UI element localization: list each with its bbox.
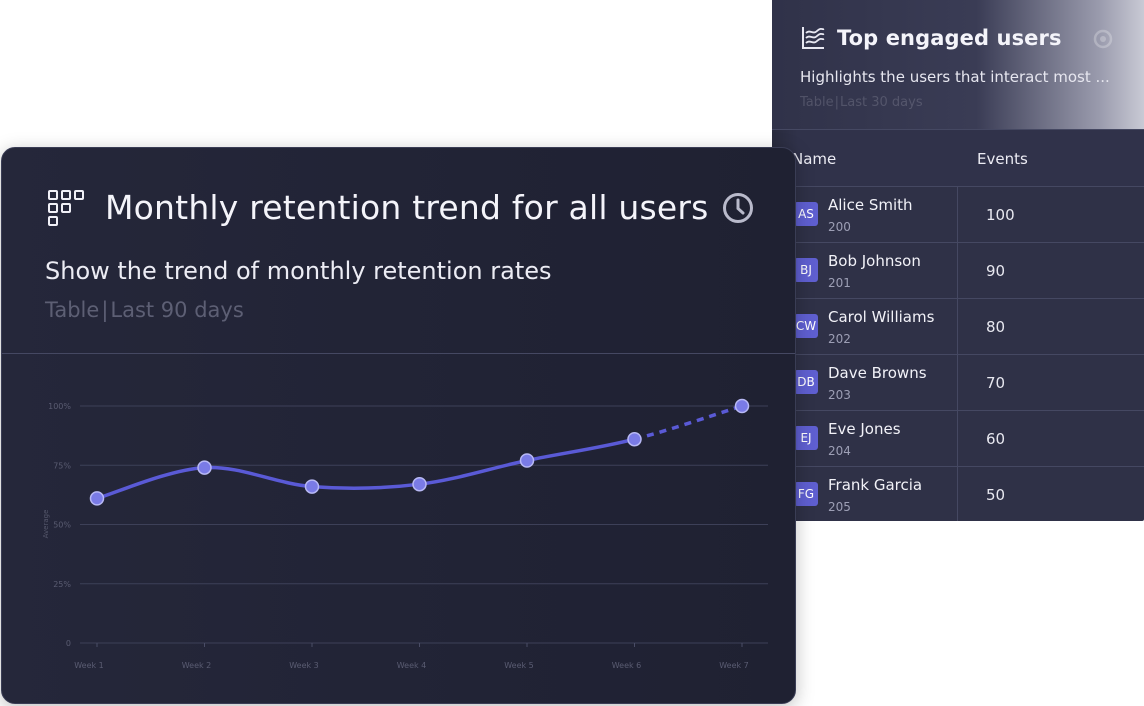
x-tick-label: Week 1 (74, 661, 104, 670)
user-events: 60 (986, 430, 1006, 448)
table-row[interactable]: FG Frank Garcia 205 50 (772, 467, 1144, 521)
user-name: Dave Browns (828, 364, 927, 382)
users-card-header: Top engaged users Highlights the users t… (772, 0, 1144, 130)
table-row[interactable]: AS Alice Smith 200 100 (772, 187, 1144, 243)
card-type: Table (45, 298, 100, 322)
avatar: AS (794, 202, 818, 226)
user-id: 205 (828, 500, 851, 514)
top-engaged-users-card: Top engaged users Highlights the users t… (772, 0, 1144, 521)
data-point (412, 476, 427, 492)
user-events: 100 (986, 206, 1015, 224)
avatar: EJ (794, 426, 818, 450)
table-row[interactable]: DB Dave Browns 203 70 (772, 355, 1144, 411)
grid-apps-icon (48, 190, 84, 226)
user-name: Alice Smith (828, 196, 913, 214)
user-id: 200 (828, 220, 851, 234)
data-point (304, 479, 320, 494)
users-card-type: Table (800, 95, 834, 110)
avatar: FG (794, 482, 818, 506)
card-divider (2, 353, 795, 354)
y-tick-label: 100% (48, 402, 71, 411)
x-tick-label: Week 3 (289, 661, 319, 670)
users-card-title: Top engaged users (837, 26, 1062, 50)
y-tick-label: 25% (53, 580, 71, 589)
user-name: Eve Jones (828, 420, 901, 438)
users-card-meta: Table|Last 30 days (800, 95, 923, 110)
table-row[interactable]: BJ Bob Johnson 201 90 (772, 243, 1144, 299)
avatar: BJ (794, 258, 818, 282)
data-point (197, 460, 212, 475)
avatar: CW (794, 314, 818, 338)
card-range: Last 90 days (110, 298, 244, 322)
retention-line-chart: 0 25% 50% 75% 100% Average Week 1 Week 2 Week 3 W… (42, 398, 768, 670)
users-card-range: Last 30 days (840, 95, 923, 110)
users-card-description: Highlights the users that interact most … (800, 68, 1110, 86)
card-description: Show the trend of monthly retention rate… (45, 257, 552, 285)
x-tick-label: Week 2 (182, 661, 212, 670)
meta-separator: | (834, 95, 840, 110)
card-meta: Table|Last 90 days (45, 298, 244, 322)
user-name: Bob Johnson (828, 252, 921, 270)
monthly-retention-card: Monthly retention trend for all users Sh… (1, 147, 796, 704)
column-divider (957, 467, 958, 521)
column-divider (957, 243, 958, 298)
x-tick-label: Week 5 (504, 661, 534, 670)
y-tick-label: 0 (66, 639, 71, 648)
column-header-name[interactable]: Name (792, 150, 837, 168)
data-point (734, 398, 750, 414)
table-row[interactable]: CW Carol Williams 202 80 (772, 299, 1144, 355)
avatar: DB (794, 370, 818, 394)
user-name: Carol Williams (828, 308, 935, 326)
series-line-projected (634, 404, 743, 441)
data-point (519, 453, 535, 468)
user-name: Frank Garcia (828, 476, 923, 494)
user-events: 80 (986, 318, 1006, 336)
series-line (95, 437, 637, 501)
y-axis-label: Average (42, 510, 50, 539)
column-divider (957, 187, 958, 242)
column-header-events[interactable]: Events (977, 150, 1028, 168)
users-table-header: Name Events (772, 130, 1144, 187)
x-tick-label: Week 4 (397, 661, 427, 670)
area-chart-icon (802, 27, 825, 49)
table-row[interactable]: EJ Eve Jones 204 60 (772, 411, 1144, 467)
data-point (89, 491, 105, 506)
card-title: Monthly retention trend for all users (105, 188, 709, 227)
column-divider (957, 355, 958, 410)
data-point (627, 431, 642, 447)
user-events: 70 (986, 374, 1006, 392)
y-tick-label: 75% (53, 461, 71, 470)
x-tick-label: Week 7 (719, 661, 749, 670)
y-tick-label: 50% (53, 521, 71, 530)
column-divider (957, 299, 958, 354)
column-divider (957, 411, 958, 466)
settings-icon[interactable] (1091, 27, 1115, 51)
meta-separator: | (101, 298, 109, 322)
x-tick-label: Week 6 (612, 661, 642, 670)
user-events: 50 (986, 486, 1006, 504)
user-id: 202 (828, 332, 851, 346)
user-events: 90 (986, 262, 1006, 280)
clock-icon[interactable] (721, 191, 755, 225)
users-table: Name Events AS Alice Smith 200 100 BJ Bo… (772, 130, 1144, 521)
user-id: 204 (828, 444, 851, 458)
user-id: 201 (828, 276, 851, 290)
user-id: 203 (828, 388, 851, 402)
